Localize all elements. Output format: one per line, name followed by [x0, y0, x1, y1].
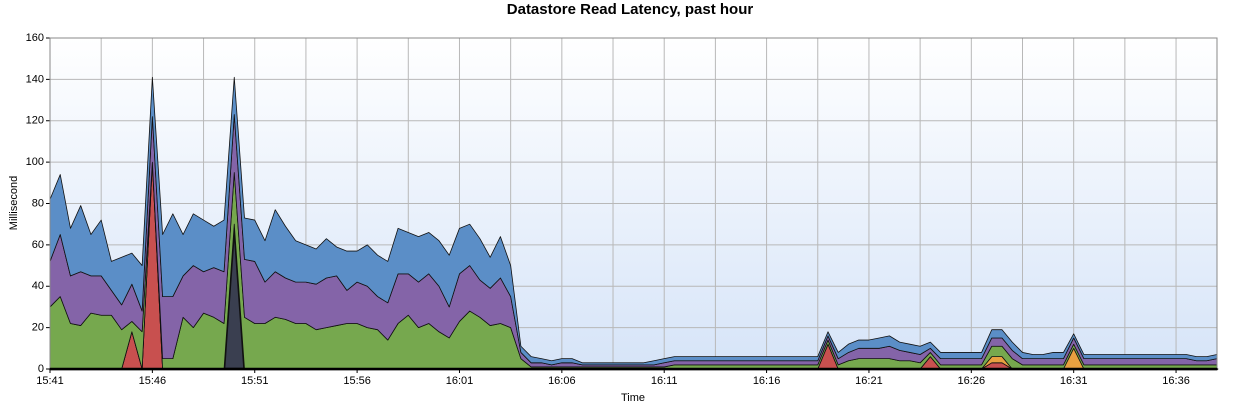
- y-tick-label: 0: [38, 363, 44, 375]
- y-axis-label: Millisecond: [8, 176, 20, 230]
- x-tick-label: 16:06: [548, 375, 576, 387]
- x-tick-label: 16:21: [855, 375, 883, 387]
- chart-title: Datastore Read Latency, past hour: [507, 1, 754, 18]
- x-tick-label: 16:26: [958, 375, 986, 387]
- y-tick-label: 100: [26, 156, 44, 168]
- x-tick-label: 16:36: [1162, 375, 1190, 387]
- x-tick-label: 16:31: [1060, 375, 1088, 387]
- y-tick-label: 60: [32, 239, 44, 251]
- x-tick-label: 15:51: [241, 375, 269, 387]
- y-tick-label: 40: [32, 280, 44, 292]
- y-tick-label: 120: [26, 115, 44, 127]
- x-axis-label: Time: [621, 392, 645, 401]
- y-tick-label: 20: [32, 322, 44, 334]
- x-tick-label: 16:01: [446, 375, 474, 387]
- y-tick-label: 160: [26, 32, 44, 44]
- x-tick-label: 16:11: [651, 375, 678, 387]
- y-tick-label: 80: [32, 197, 44, 209]
- x-tick-label: 15:46: [139, 375, 167, 387]
- x-tick-label: 16:16: [753, 375, 781, 387]
- x-tick-label: 15:56: [343, 375, 371, 387]
- x-tick-label: 15:41: [36, 375, 64, 387]
- y-tick-label: 140: [26, 73, 44, 85]
